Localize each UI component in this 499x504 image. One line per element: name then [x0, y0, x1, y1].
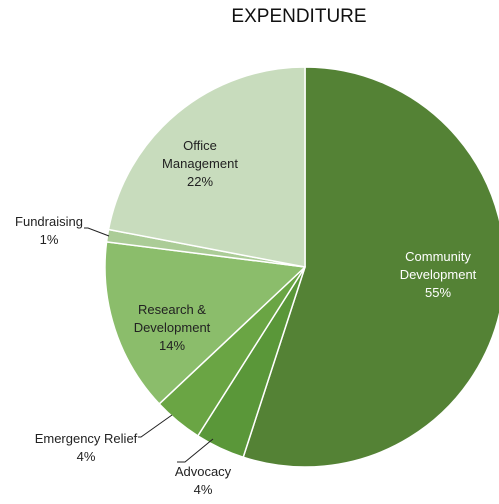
slice-label-emergency-relief: Emergency Relief 4%: [35, 431, 138, 464]
label-leader-lines: [84, 227, 214, 463]
slice-label-line: Development: [134, 320, 211, 335]
slice-label-line: 55%: [425, 285, 451, 300]
leader-line-fundraising: [84, 227, 110, 237]
leader-line-advocacy: [177, 438, 214, 463]
pie-slice-community: [242, 66, 499, 468]
slice-label-line: 4%: [77, 449, 96, 464]
slice-label-fundraising: Fundraising 1%: [15, 214, 83, 247]
slice-label-line: Community: [405, 249, 471, 264]
pie-slices: [104, 66, 499, 468]
slice-label-office: Office Management 22%: [162, 138, 238, 189]
slice-label-research: Research & Development 14%: [134, 302, 211, 353]
slice-label-line: 4%: [194, 482, 213, 497]
slice-labels: Community Development 55%Advocacy 4%Emergen…: [15, 138, 477, 497]
slice-label-line: Management: [162, 156, 238, 171]
slice-label-community: Community Development 55%: [400, 249, 477, 300]
leader-line-emergency-relief: [138, 414, 173, 438]
slice-label-advocacy: Advocacy 4%: [175, 464, 232, 497]
slice-label-line: Office: [183, 138, 217, 153]
pie-slice-research: [104, 241, 306, 405]
slice-label-line: Development: [400, 267, 477, 282]
slice-label-line: 22%: [187, 174, 213, 189]
slice-label-line: Research &: [138, 302, 206, 317]
slice-label-line: Fundraising: [15, 214, 83, 229]
pie-slice-office: [107, 66, 306, 268]
slice-label-line: 1%: [40, 232, 59, 247]
chart-title: EXPENDITURE: [231, 6, 366, 27]
slice-label-line: Advocacy: [175, 464, 232, 479]
slice-label-line: 14%: [159, 338, 185, 353]
slice-label-line: Emergency Relief: [35, 431, 138, 446]
